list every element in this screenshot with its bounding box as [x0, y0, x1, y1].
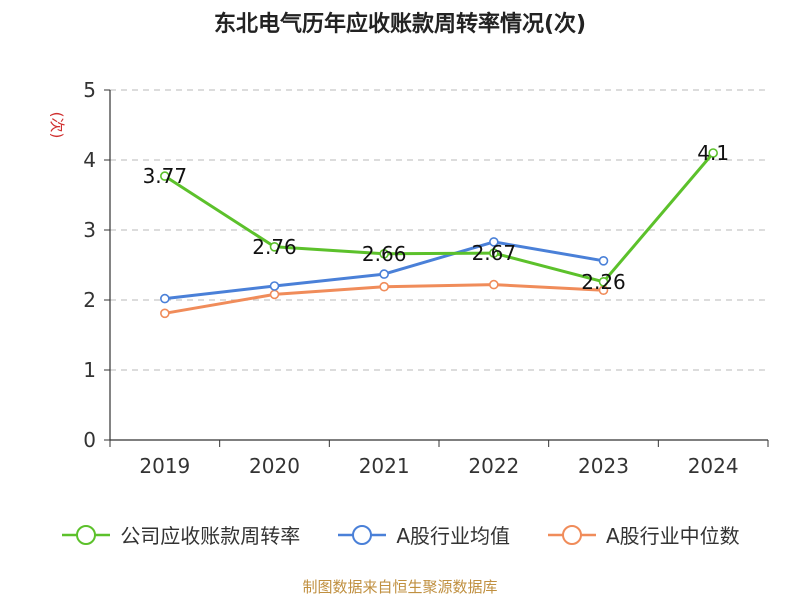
legend-marker-icon	[548, 524, 596, 545]
y-tick-label: 5	[83, 78, 96, 102]
y-tick-label: 1	[83, 358, 96, 382]
data-point	[708, 148, 718, 158]
data-label: 3.77	[143, 164, 188, 188]
x-tick-label: 2019	[139, 454, 190, 478]
data-point	[379, 269, 389, 279]
data-label: 2.66	[362, 242, 407, 266]
data-label: 2.76	[252, 235, 297, 259]
legend-item[interactable]: A股行业中位数	[546, 520, 740, 549]
source-note: 制图数据来自恒生聚源数据库	[302, 578, 498, 596]
legend-label: A股行业中位数	[606, 524, 740, 548]
legend-item[interactable]: A股行业均值	[336, 520, 510, 549]
y-tick-label: 4	[83, 148, 96, 172]
data-point	[379, 281, 389, 292]
x-tick-label: 2020	[249, 454, 300, 478]
x-tick-label: 2021	[359, 454, 410, 478]
series-line	[164, 152, 715, 284]
legend-label: A股行业均值	[396, 524, 510, 548]
data-point	[269, 289, 280, 300]
data-label: 2.26	[581, 270, 626, 294]
y-tick-label: 2	[83, 288, 96, 312]
data-point	[160, 308, 170, 319]
legend: 公司应收账款周转率 A股行业均值 A股行业中位数	[0, 520, 800, 549]
data-point	[598, 255, 609, 266]
y-axis-label: (次)	[48, 112, 66, 139]
data-point	[160, 171, 170, 181]
y-tick-label: 3	[83, 218, 96, 242]
data-label: 2.67	[472, 241, 517, 265]
data-point	[489, 237, 499, 247]
chart-title: 东北电气历年应收账款周转率情况(次)	[213, 12, 587, 37]
legend-item[interactable]: 公司应收账款周转率	[60, 520, 300, 549]
data-point	[489, 248, 499, 258]
data-point	[379, 249, 389, 259]
data-label: 4.1	[697, 141, 729, 165]
data-point	[269, 242, 280, 252]
x-tick-label: 2022	[468, 454, 519, 478]
data-point	[489, 279, 499, 290]
data-point	[598, 276, 609, 287]
x-tick-label: 2024	[688, 454, 739, 478]
legend-marker-icon	[62, 524, 111, 545]
legend-label: 公司应收账款周转率	[120, 524, 301, 548]
legend-marker-icon	[338, 524, 387, 545]
y-tick-label: 0	[83, 428, 96, 452]
x-tick-label: 2023	[578, 454, 629, 478]
data-point	[160, 293, 170, 304]
data-point	[269, 281, 280, 291]
